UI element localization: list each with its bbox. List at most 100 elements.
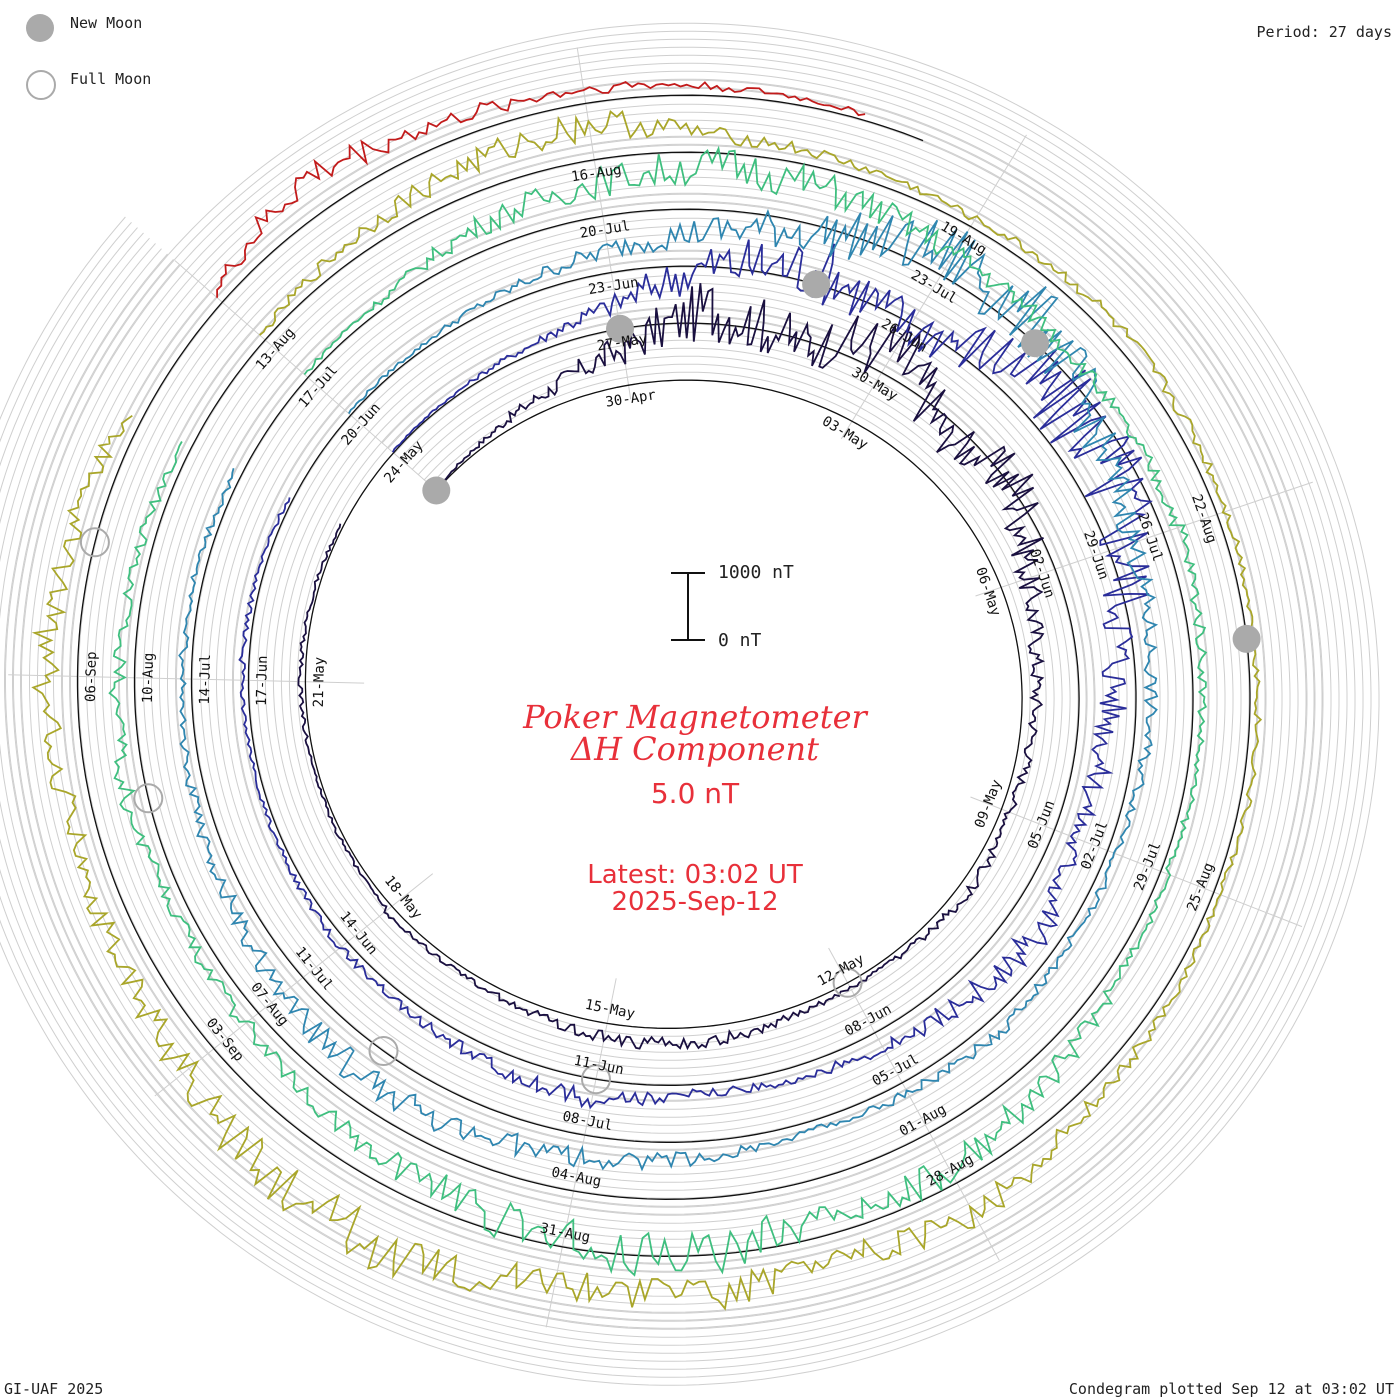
new-moon-marker xyxy=(606,314,634,343)
grid-ring xyxy=(127,201,1201,1207)
date-tick-label: 11-Jun xyxy=(572,1053,625,1079)
grid-ring xyxy=(296,371,1031,1037)
grid-ring xyxy=(184,258,1144,1150)
date-tick-label: 06-May xyxy=(972,565,1003,618)
grid-rings xyxy=(0,22,1380,1386)
day-spoke xyxy=(154,873,434,1097)
grid-ring xyxy=(12,86,1316,1322)
legend-full-moon-label: Full Moon xyxy=(70,70,152,88)
scale-bottom-label: 0 nT xyxy=(718,630,762,651)
latest-date: 2025-Sep-12 xyxy=(611,887,779,917)
chart-subtitle: ΔH Component xyxy=(570,730,820,768)
latest-time: Latest: 03:02 UT xyxy=(587,860,803,890)
grid-ring xyxy=(0,22,1380,1386)
resolution-value: 5.0 nT xyxy=(650,777,740,810)
grid-ring xyxy=(21,95,1307,1313)
date-tick-label: 20-Jul xyxy=(579,218,631,241)
series-line xyxy=(216,80,866,298)
date-tick-label: 17-Jun xyxy=(254,655,271,706)
grid-ring xyxy=(200,274,1128,1134)
grid-ring xyxy=(233,307,1095,1101)
date-tick-label: 23-Jun xyxy=(587,275,639,298)
grid-ring xyxy=(13,87,1315,1321)
data-series xyxy=(31,80,1263,1311)
date-tick-label: 04-Aug xyxy=(550,1164,603,1190)
date-tick-label: 10-Aug xyxy=(140,653,157,704)
grid-ring xyxy=(118,192,1210,1216)
grid-ring xyxy=(37,111,1291,1297)
grid-ring xyxy=(264,339,1063,1069)
grid-ring xyxy=(0,54,1348,1354)
day-spoke xyxy=(840,134,1027,440)
grid-ring xyxy=(61,135,1267,1273)
grid-ring xyxy=(175,249,1153,1159)
grid-ring xyxy=(0,70,1332,1338)
date-tick-label: 21-May xyxy=(311,657,328,708)
date-tick-label: 15-May xyxy=(584,997,637,1023)
full-moon-marker xyxy=(79,527,110,558)
series-line xyxy=(178,208,1159,1172)
date-tick-label: 06-Sep xyxy=(83,651,100,702)
grid-ring xyxy=(151,225,1177,1183)
day-spoke xyxy=(545,978,617,1328)
grid-ring xyxy=(280,355,1047,1053)
full-moon-marker xyxy=(368,1036,399,1066)
date-tick-label: 08-Jul xyxy=(561,1109,614,1135)
grid-ring xyxy=(216,290,1112,1118)
period-label: Period: 27 days xyxy=(1256,23,1392,41)
new-moon-marker xyxy=(1232,624,1261,653)
full-moon-marker xyxy=(581,1064,611,1095)
new-moon-marker xyxy=(1021,329,1049,358)
grid-ring xyxy=(0,38,1364,1370)
grid-ring xyxy=(143,217,1185,1191)
full-moon-marker xyxy=(133,783,164,814)
grid-ring xyxy=(224,298,1104,1110)
grid-ring xyxy=(94,168,1234,1240)
grid-ring xyxy=(0,62,1340,1346)
grid-ring xyxy=(45,119,1283,1289)
grid-ring xyxy=(232,306,1096,1102)
grid-ring xyxy=(126,200,1202,1208)
grid-ring xyxy=(102,176,1226,1232)
chart-title: Poker Magnetometer xyxy=(523,698,867,736)
series-line xyxy=(108,145,1208,1277)
day-spoke xyxy=(975,481,1313,597)
date-tick-label: 30-Apr xyxy=(604,387,656,410)
baselines xyxy=(76,94,1251,1257)
grid-ring xyxy=(159,233,1169,1175)
date-tick-label: 22-Aug xyxy=(1188,492,1219,545)
grid-ring xyxy=(167,241,1161,1167)
grid-ring xyxy=(241,315,1087,1093)
grid-ring xyxy=(4,78,1324,1330)
legend-new-moon-label: New Moon xyxy=(70,14,143,32)
day-spoke xyxy=(174,260,443,497)
grid-ring xyxy=(5,79,1323,1329)
day-spoke xyxy=(970,796,1303,928)
grid-ring xyxy=(0,30,1372,1378)
full-moon-marker xyxy=(832,967,863,998)
scale-bar xyxy=(671,572,705,641)
grid-ring xyxy=(78,152,1250,1256)
footer-plotted: Condegram plotted Sep 12 at 03:02 UT xyxy=(1068,1380,1394,1398)
grid-ring xyxy=(288,363,1039,1045)
moon-markers xyxy=(79,270,1261,1095)
grid-ring xyxy=(70,144,1258,1264)
new-moon-icon xyxy=(26,14,54,42)
date-tick-label: 14-Jul xyxy=(197,654,214,705)
scale-top-label: 1000 nT xyxy=(718,562,794,583)
grid-ring xyxy=(0,46,1356,1362)
date-tick-label: 03-May xyxy=(819,413,871,453)
grid-ring xyxy=(249,323,1079,1085)
new-moon-marker xyxy=(802,270,831,299)
series-line xyxy=(297,283,1046,1051)
grid-ring xyxy=(110,184,1218,1224)
grid-ring xyxy=(240,314,1088,1094)
grid-ring xyxy=(29,103,1299,1305)
grid-ring xyxy=(62,136,1266,1272)
series-line xyxy=(31,110,1263,1311)
footer-credit: GI-UAF 2025 xyxy=(4,1380,104,1398)
baseline-spiral xyxy=(76,94,1251,1257)
grid-ring xyxy=(183,257,1145,1151)
new-moon-marker xyxy=(422,476,451,505)
